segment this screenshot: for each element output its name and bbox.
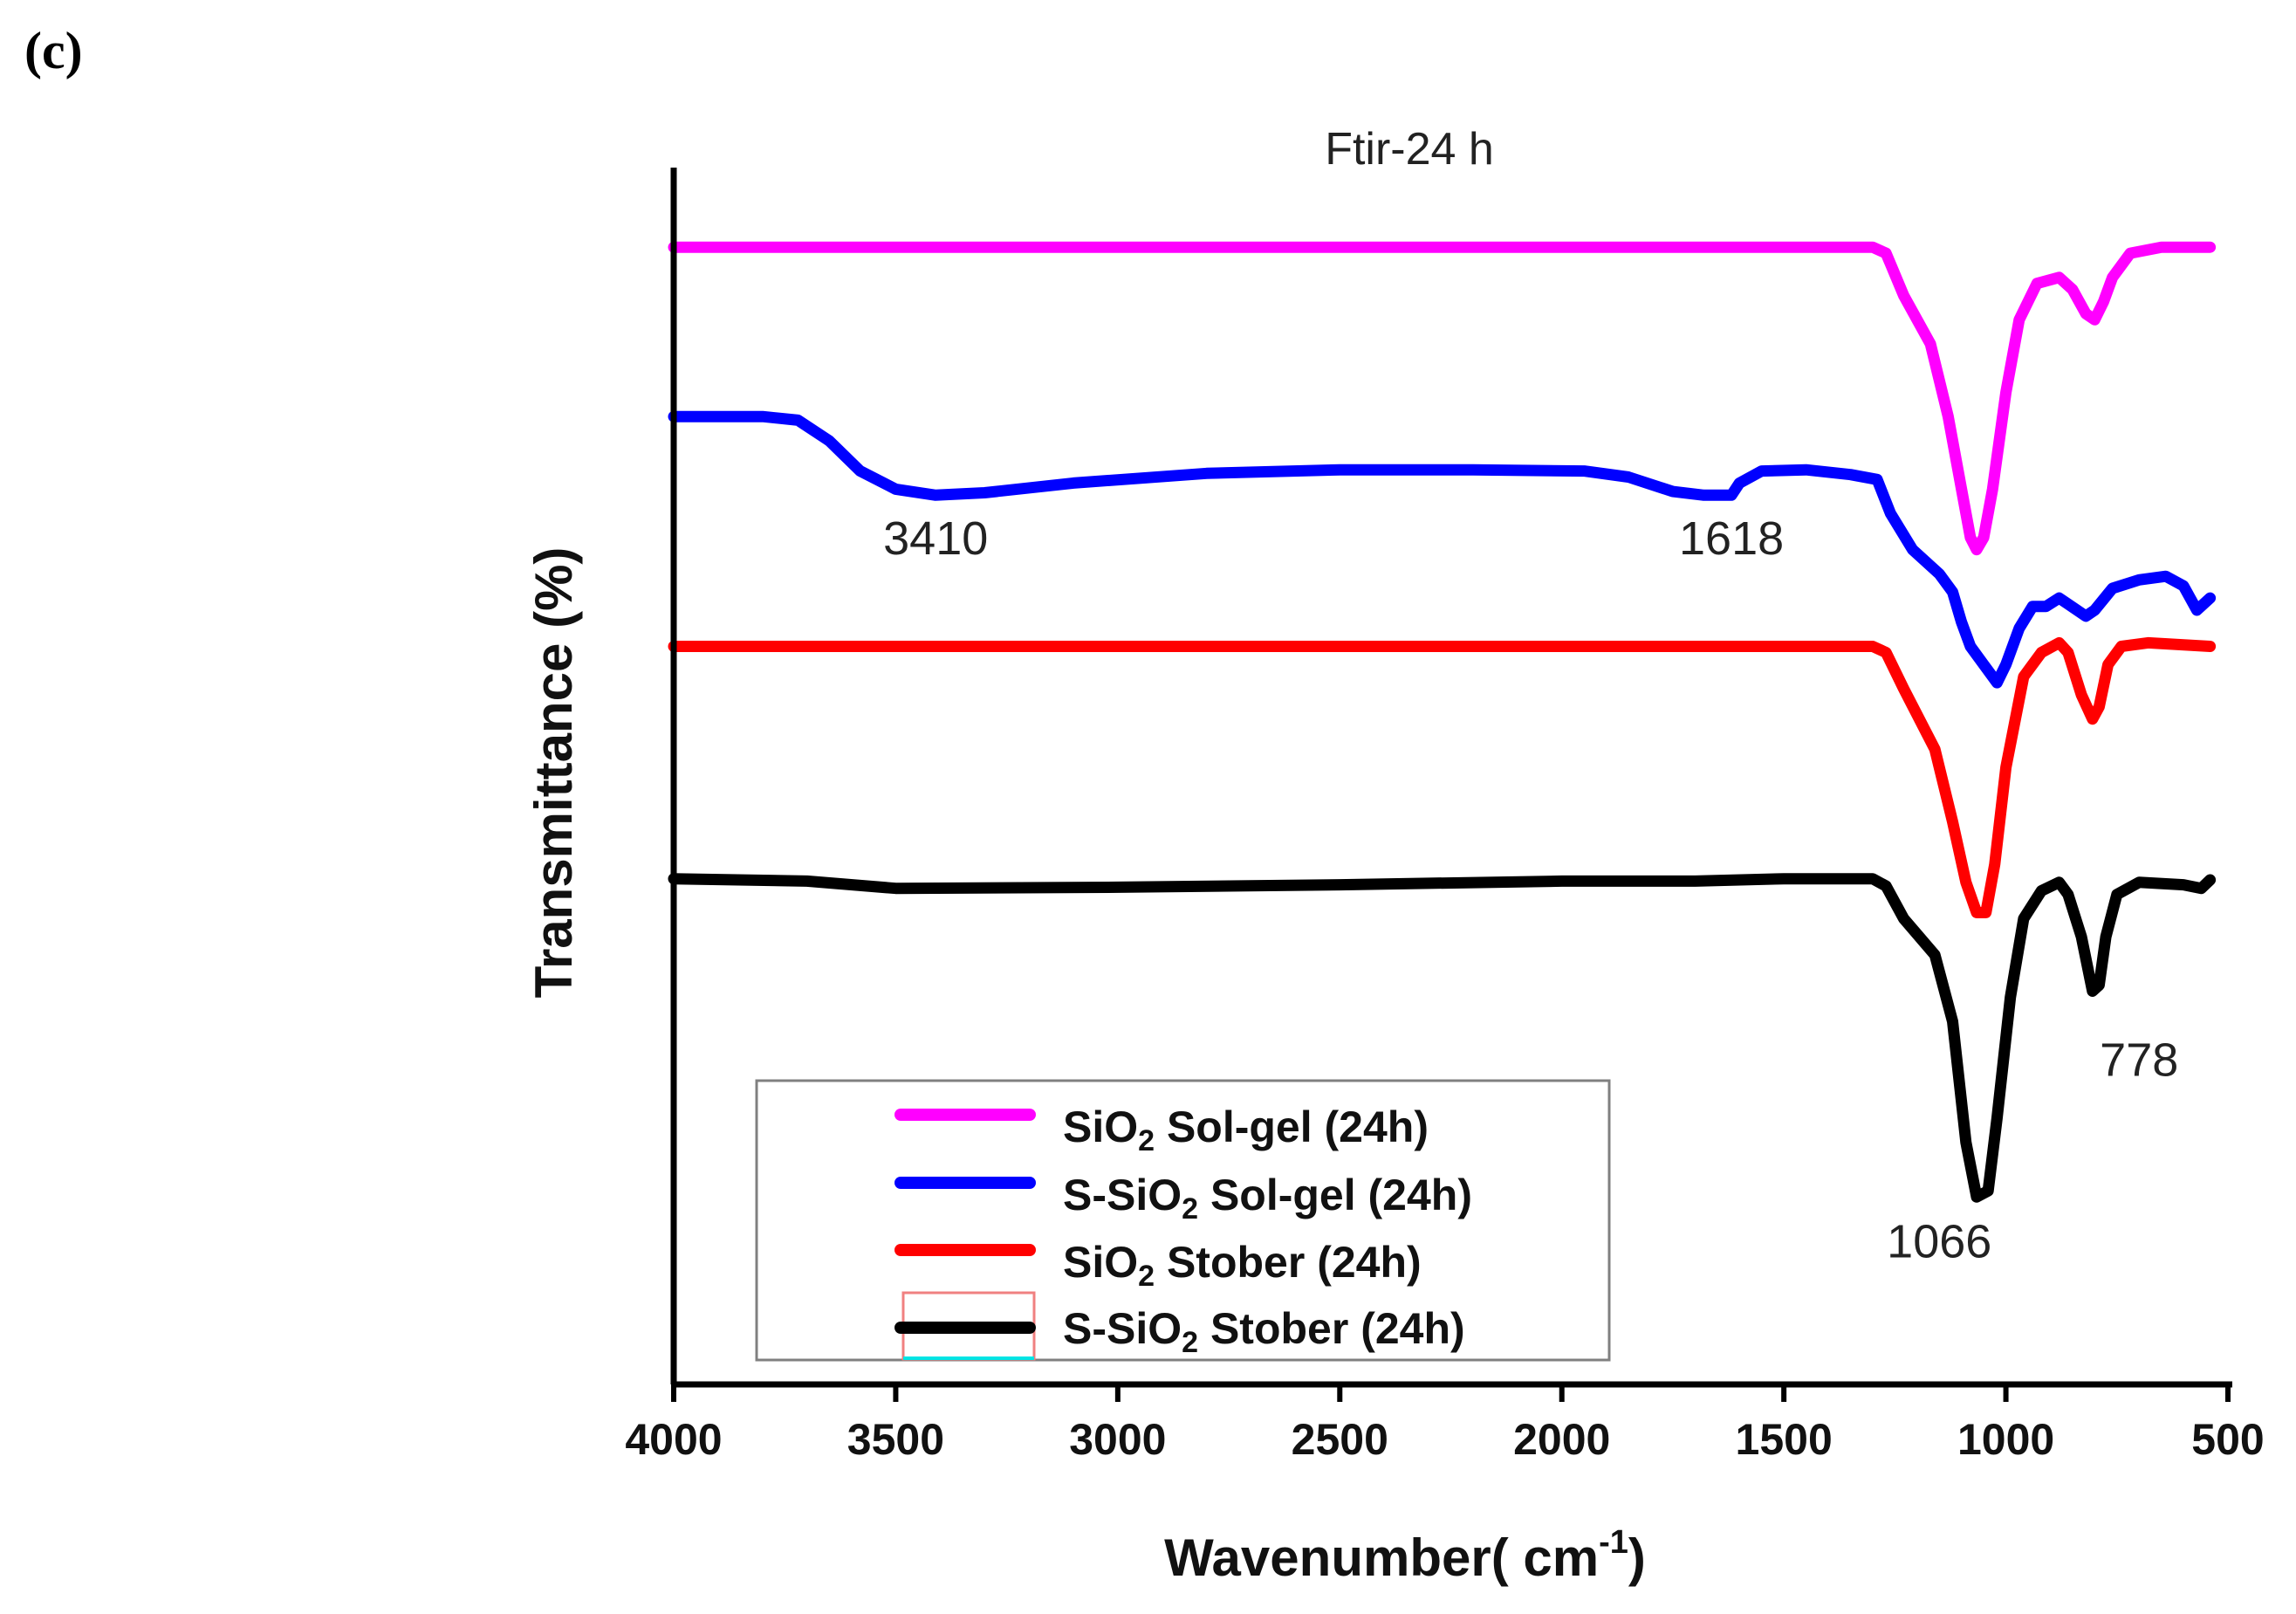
x-tick-label-500: 500 xyxy=(2191,1415,2264,1464)
legend-label-sio2-solgel-sub: 2 xyxy=(1138,1124,1155,1157)
x-tick-layer: 4000 3500 3000 2500 2000 1500 1000 500 xyxy=(625,1384,2265,1464)
x-tick-label-4000: 4000 xyxy=(625,1415,722,1464)
x-axis-title-close: ) xyxy=(1628,1528,1646,1587)
series-layer xyxy=(668,241,2217,1203)
legend-label-ssio2-stober-main: S-SiO xyxy=(1063,1304,1182,1353)
series-line-sio2-stober-24h xyxy=(668,636,2217,918)
x-tick-label-1000: 1000 xyxy=(1957,1415,2054,1464)
x-axis-title-exponent: -1 xyxy=(1599,1524,1628,1561)
y-axis-title: Transmittance (%) xyxy=(524,547,583,999)
legend-label-sio2-solgel: SiO2 Sol-gel (24h) xyxy=(1063,1102,1429,1157)
panel-label: (c) xyxy=(24,22,83,79)
legend-label-ssio2-stober-rest: Stober (24h) xyxy=(1198,1304,1465,1353)
legend-label-ssio2-solgel-main: S-SiO xyxy=(1063,1171,1182,1219)
legend: SiO2 Sol-gel (24h) S-SiO2 Sol-gel (24h) … xyxy=(755,1079,1611,1362)
legend-label-sio2-stober-rest: Stober (24h) xyxy=(1155,1238,1422,1287)
x-axis-title: Wavenumber( cm-1) xyxy=(1164,1524,1646,1587)
series-line-s-sio2-sol-gel-24h xyxy=(668,410,2217,689)
series-line-sio2-sol-gel-24h xyxy=(668,241,2217,556)
annotation-1618: 1618 xyxy=(1679,512,1784,565)
legend-label-sio2-stober-sub: 2 xyxy=(1138,1260,1155,1293)
legend-label-sio2-solgel-main: SiO xyxy=(1063,1102,1138,1151)
legend-label-ssio2-stober: S-SiO2 Stober (24h) xyxy=(1063,1304,1465,1359)
annotation-3410: 3410 xyxy=(883,512,988,565)
annotation-1066: 1066 xyxy=(1887,1215,1991,1267)
legend-label-sio2-solgel-rest: Sol-gel (24h) xyxy=(1155,1102,1429,1151)
series-line-s-sio2-stober-24h xyxy=(668,873,2217,1203)
chart-title: Ftir-24 h xyxy=(1325,124,1494,175)
legend-label-sio2-stober-main: SiO xyxy=(1063,1238,1138,1287)
x-tick-label-3000: 3000 xyxy=(1069,1415,1166,1464)
x-tick-label-3500: 3500 xyxy=(847,1415,944,1464)
legend-label-ssio2-stober-sub: 2 xyxy=(1182,1326,1198,1359)
x-axis-title-main: Wavenumber( cm xyxy=(1164,1528,1599,1587)
legend-label-sio2-stober: SiO2 Stober (24h) xyxy=(1063,1238,1422,1293)
legend-label-ssio2-solgel-rest: Sol-gel (24h) xyxy=(1198,1171,1472,1219)
x-tick-label-2000: 2000 xyxy=(1513,1415,1610,1464)
legend-box xyxy=(755,1079,1611,1362)
legend-label-ssio2-solgel-sub: 2 xyxy=(1182,1192,1198,1226)
x-tick-label-2500: 2500 xyxy=(1292,1415,1388,1464)
annotation-layer: 3410 1618 1066 778 xyxy=(883,512,2178,1267)
legend-label-ssio2-solgel: S-SiO2 Sol-gel (24h) xyxy=(1063,1171,1472,1226)
x-tick-label-1500: 1500 xyxy=(1736,1415,1833,1464)
annotation-778: 778 xyxy=(2100,1034,2178,1087)
